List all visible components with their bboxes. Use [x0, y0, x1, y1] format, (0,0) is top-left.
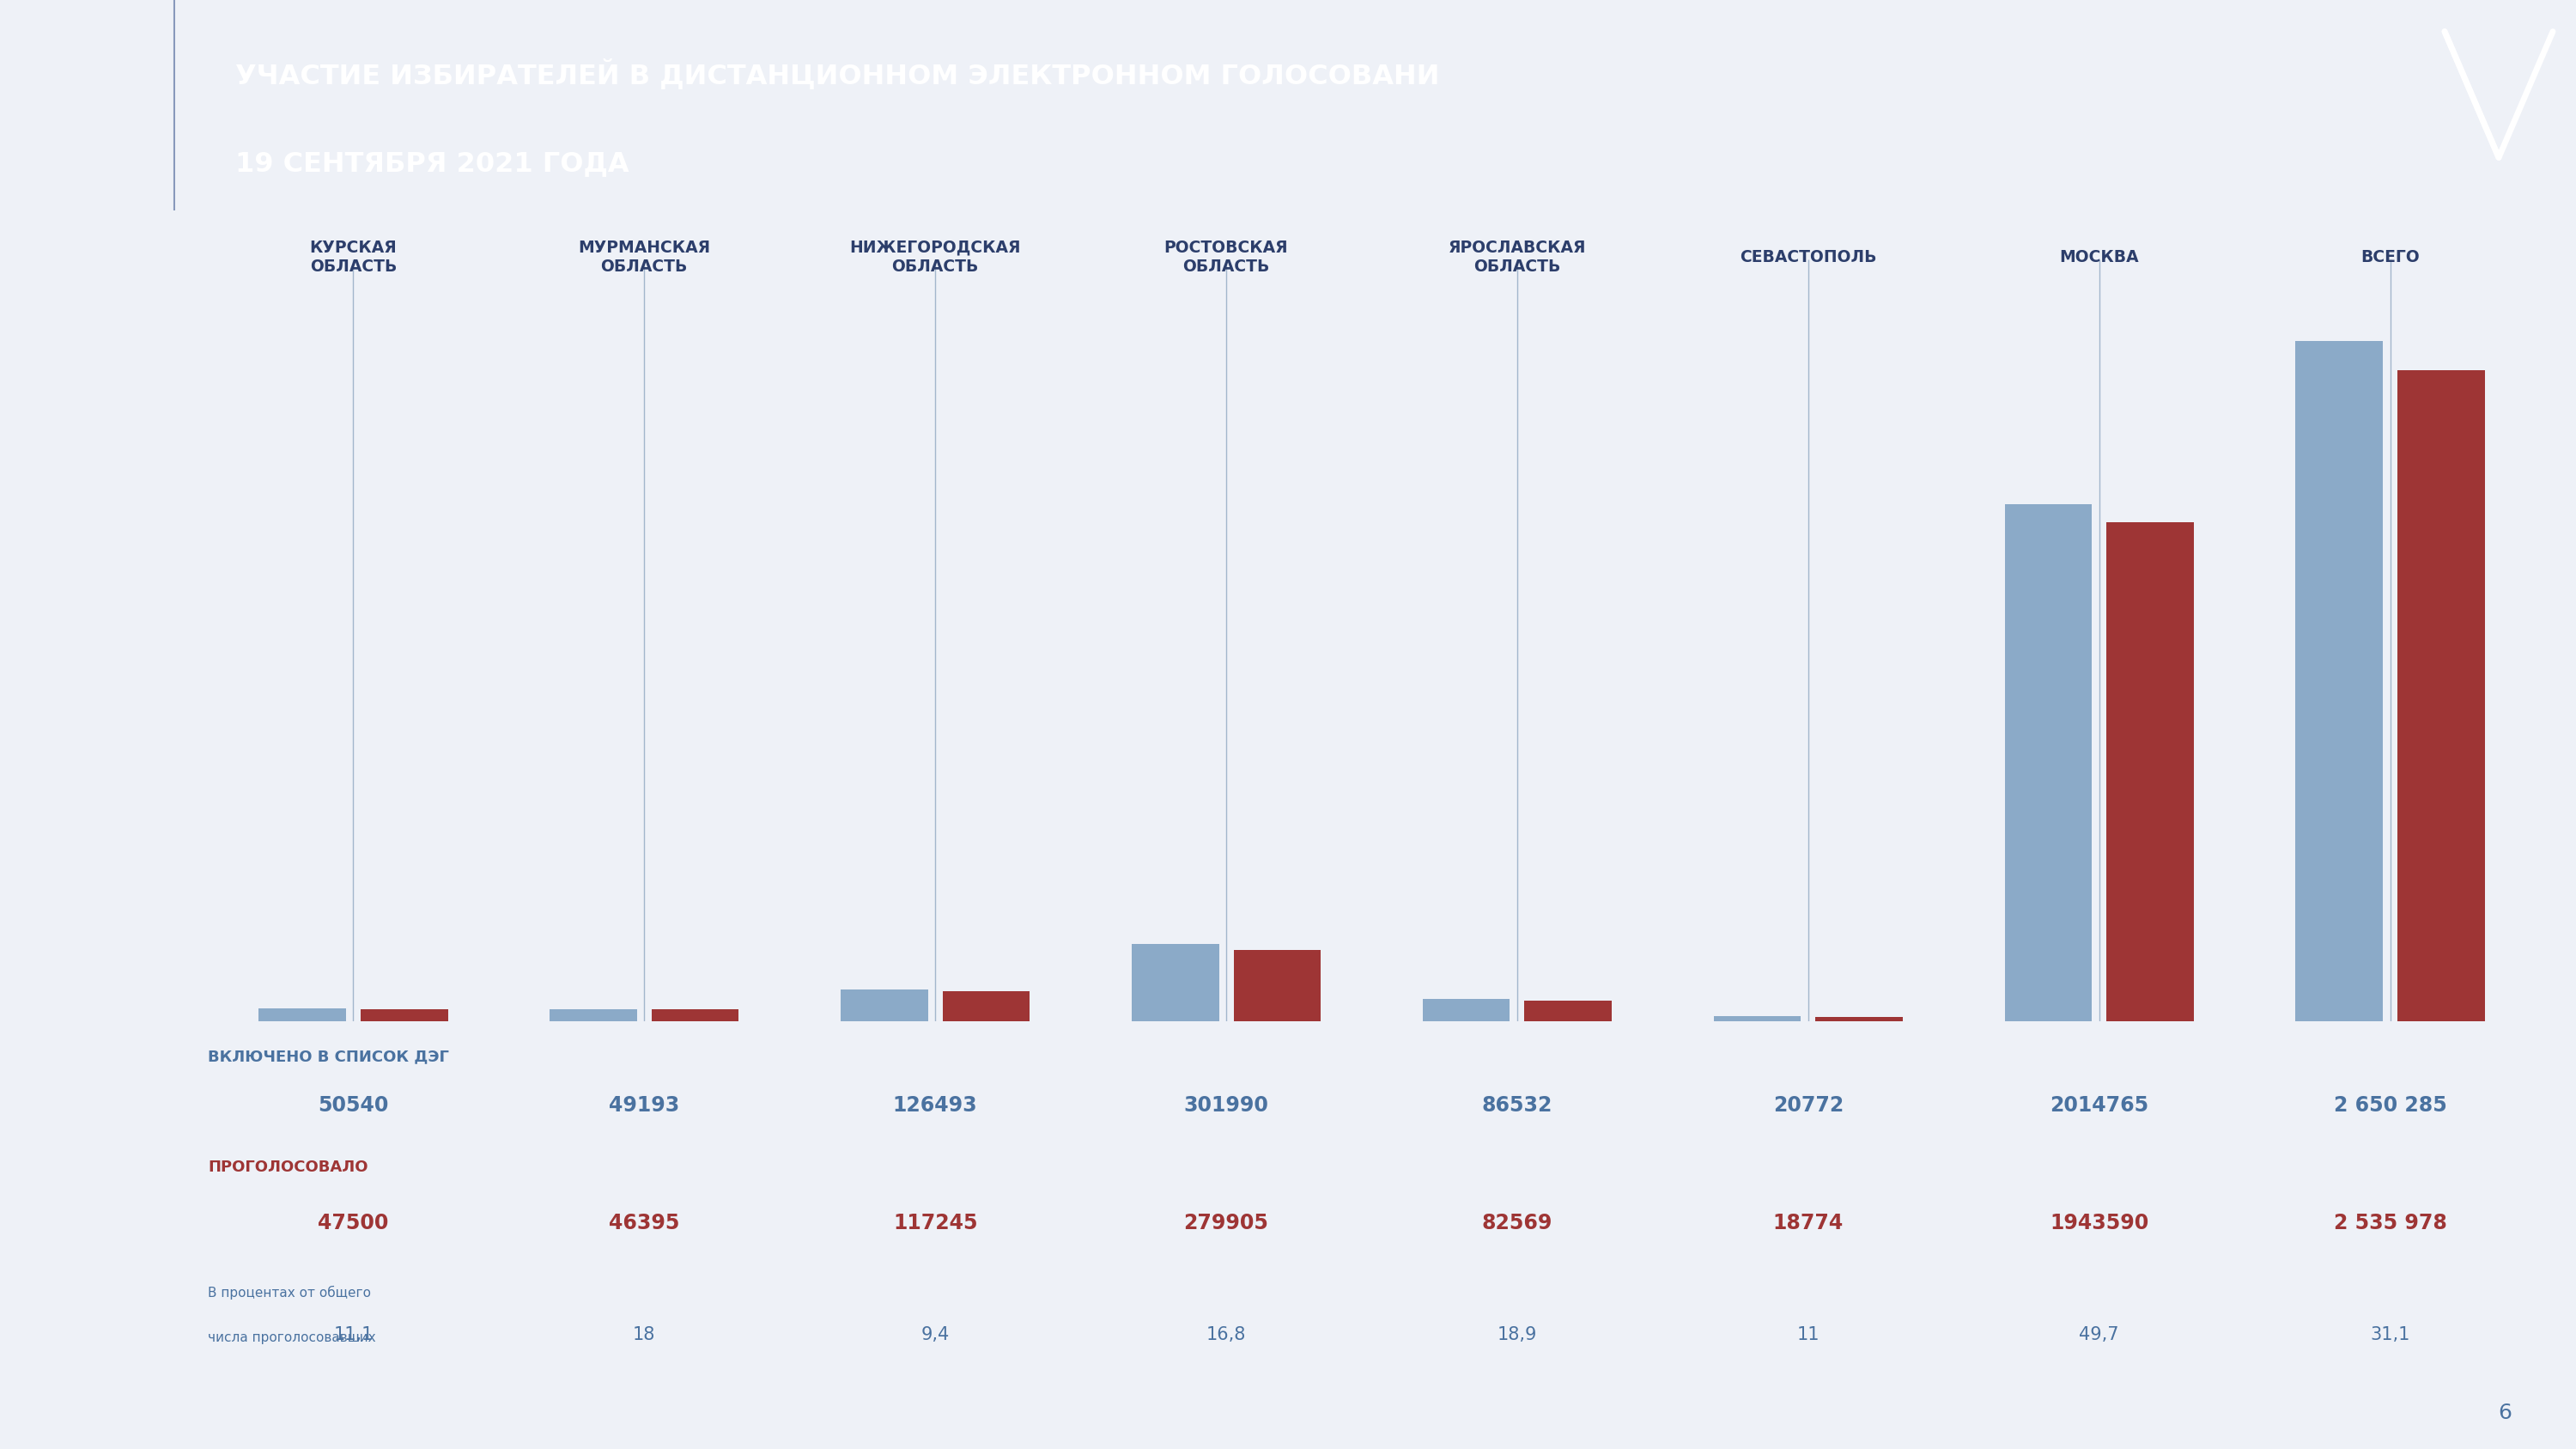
Text: 11: 11 [1798, 1326, 1819, 1343]
Text: 82569: 82569 [1481, 1213, 1553, 1233]
Text: 18: 18 [634, 1326, 654, 1343]
Text: 11,1: 11,1 [332, 1326, 374, 1343]
Text: 47500: 47500 [317, 1213, 389, 1233]
Text: 16,8: 16,8 [1206, 1326, 1247, 1343]
Text: УЧАСТИЕ ИЗБИРАТЕЛЕЙ В ДИСТАНЦИОННОМ ЭЛЕКТРОННОМ ГОЛОСОВАНИ: УЧАСТИЕ ИЗБИРАТЕЛЕЙ В ДИСТАНЦИОННОМ ЭЛЕК… [234, 58, 1440, 88]
Text: 2 650 285: 2 650 285 [2334, 1094, 2447, 1116]
Text: МОСКВА: МОСКВА [2058, 249, 2138, 265]
Text: 126493: 126493 [894, 1094, 976, 1116]
Bar [652, 1010, 739, 1022]
Bar [1525, 1000, 1613, 1022]
Text: 2 535 978: 2 535 978 [2334, 1213, 2447, 1233]
Bar [2004, 504, 2092, 1022]
Text: 49193: 49193 [608, 1094, 680, 1116]
Bar [361, 1010, 448, 1022]
Text: ПРОГОЛОСОВАЛО: ПРОГОЛОСОВАЛО [209, 1159, 368, 1175]
Bar [549, 1009, 636, 1022]
Text: СЕВАСТОПОЛЬ: СЕВАСТОПОЛЬ [1739, 249, 1878, 265]
Text: 86532: 86532 [1481, 1094, 1553, 1116]
Text: 18774: 18774 [1772, 1213, 1844, 1233]
Bar [1422, 1000, 1510, 1022]
Text: 6: 6 [2499, 1403, 2512, 1423]
Text: 1943590: 1943590 [2050, 1213, 2148, 1233]
Text: ЯРОСЛАВСКАЯ
ОБЛАСТЬ: ЯРОСЛАВСКАЯ ОБЛАСТЬ [1448, 239, 1587, 275]
Bar [943, 991, 1030, 1022]
Text: НИЖЕГОРОДСКАЯ
ОБЛАСТЬ: НИЖЕГОРОДСКАЯ ОБЛАСТЬ [850, 239, 1020, 275]
Text: 31,1: 31,1 [2370, 1326, 2411, 1343]
Bar [1131, 943, 1218, 1022]
Text: ВКЛЮЧЕНО В СПИСОК ДЭГ: ВКЛЮЧЕНО В СПИСОК ДЭГ [209, 1049, 448, 1064]
Bar [2107, 523, 2195, 1022]
Text: 301990: 301990 [1185, 1094, 1267, 1116]
Text: числа проголосовавших: числа проголосовавших [209, 1332, 376, 1345]
Text: В процентах от общего: В процентах от общего [209, 1285, 371, 1300]
Text: 20772: 20772 [1772, 1094, 1844, 1116]
Text: КУРСКАЯ
ОБЛАСТЬ: КУРСКАЯ ОБЛАСТЬ [309, 239, 397, 275]
Text: 9,4: 9,4 [922, 1326, 951, 1343]
Bar [2398, 371, 2486, 1022]
Text: 2014765: 2014765 [2050, 1094, 2148, 1116]
Text: 279905: 279905 [1185, 1213, 1267, 1233]
Text: 50540: 50540 [317, 1094, 389, 1116]
Bar [1713, 1016, 1801, 1022]
Bar [2295, 341, 2383, 1022]
Text: 46395: 46395 [608, 1213, 680, 1233]
Text: РОСТОВСКАЯ
ОБЛАСТЬ: РОСТОВСКАЯ ОБЛАСТЬ [1164, 239, 1288, 275]
Text: МУРМАНСКАЯ
ОБЛАСТЬ: МУРМАНСКАЯ ОБЛАСТЬ [577, 239, 711, 275]
Text: 19 СЕНТЯБРЯ 2021 ГОДА: 19 СЕНТЯБРЯ 2021 ГОДА [234, 151, 629, 177]
Text: 18,9: 18,9 [1497, 1326, 1538, 1343]
Bar [840, 990, 927, 1022]
Text: 117245: 117245 [894, 1213, 976, 1233]
Bar [258, 1009, 345, 1022]
Bar [1234, 949, 1321, 1022]
Text: 49,7: 49,7 [2079, 1326, 2120, 1343]
Bar [1816, 1017, 1904, 1022]
Text: ВСЕГО: ВСЕГО [2360, 249, 2419, 265]
